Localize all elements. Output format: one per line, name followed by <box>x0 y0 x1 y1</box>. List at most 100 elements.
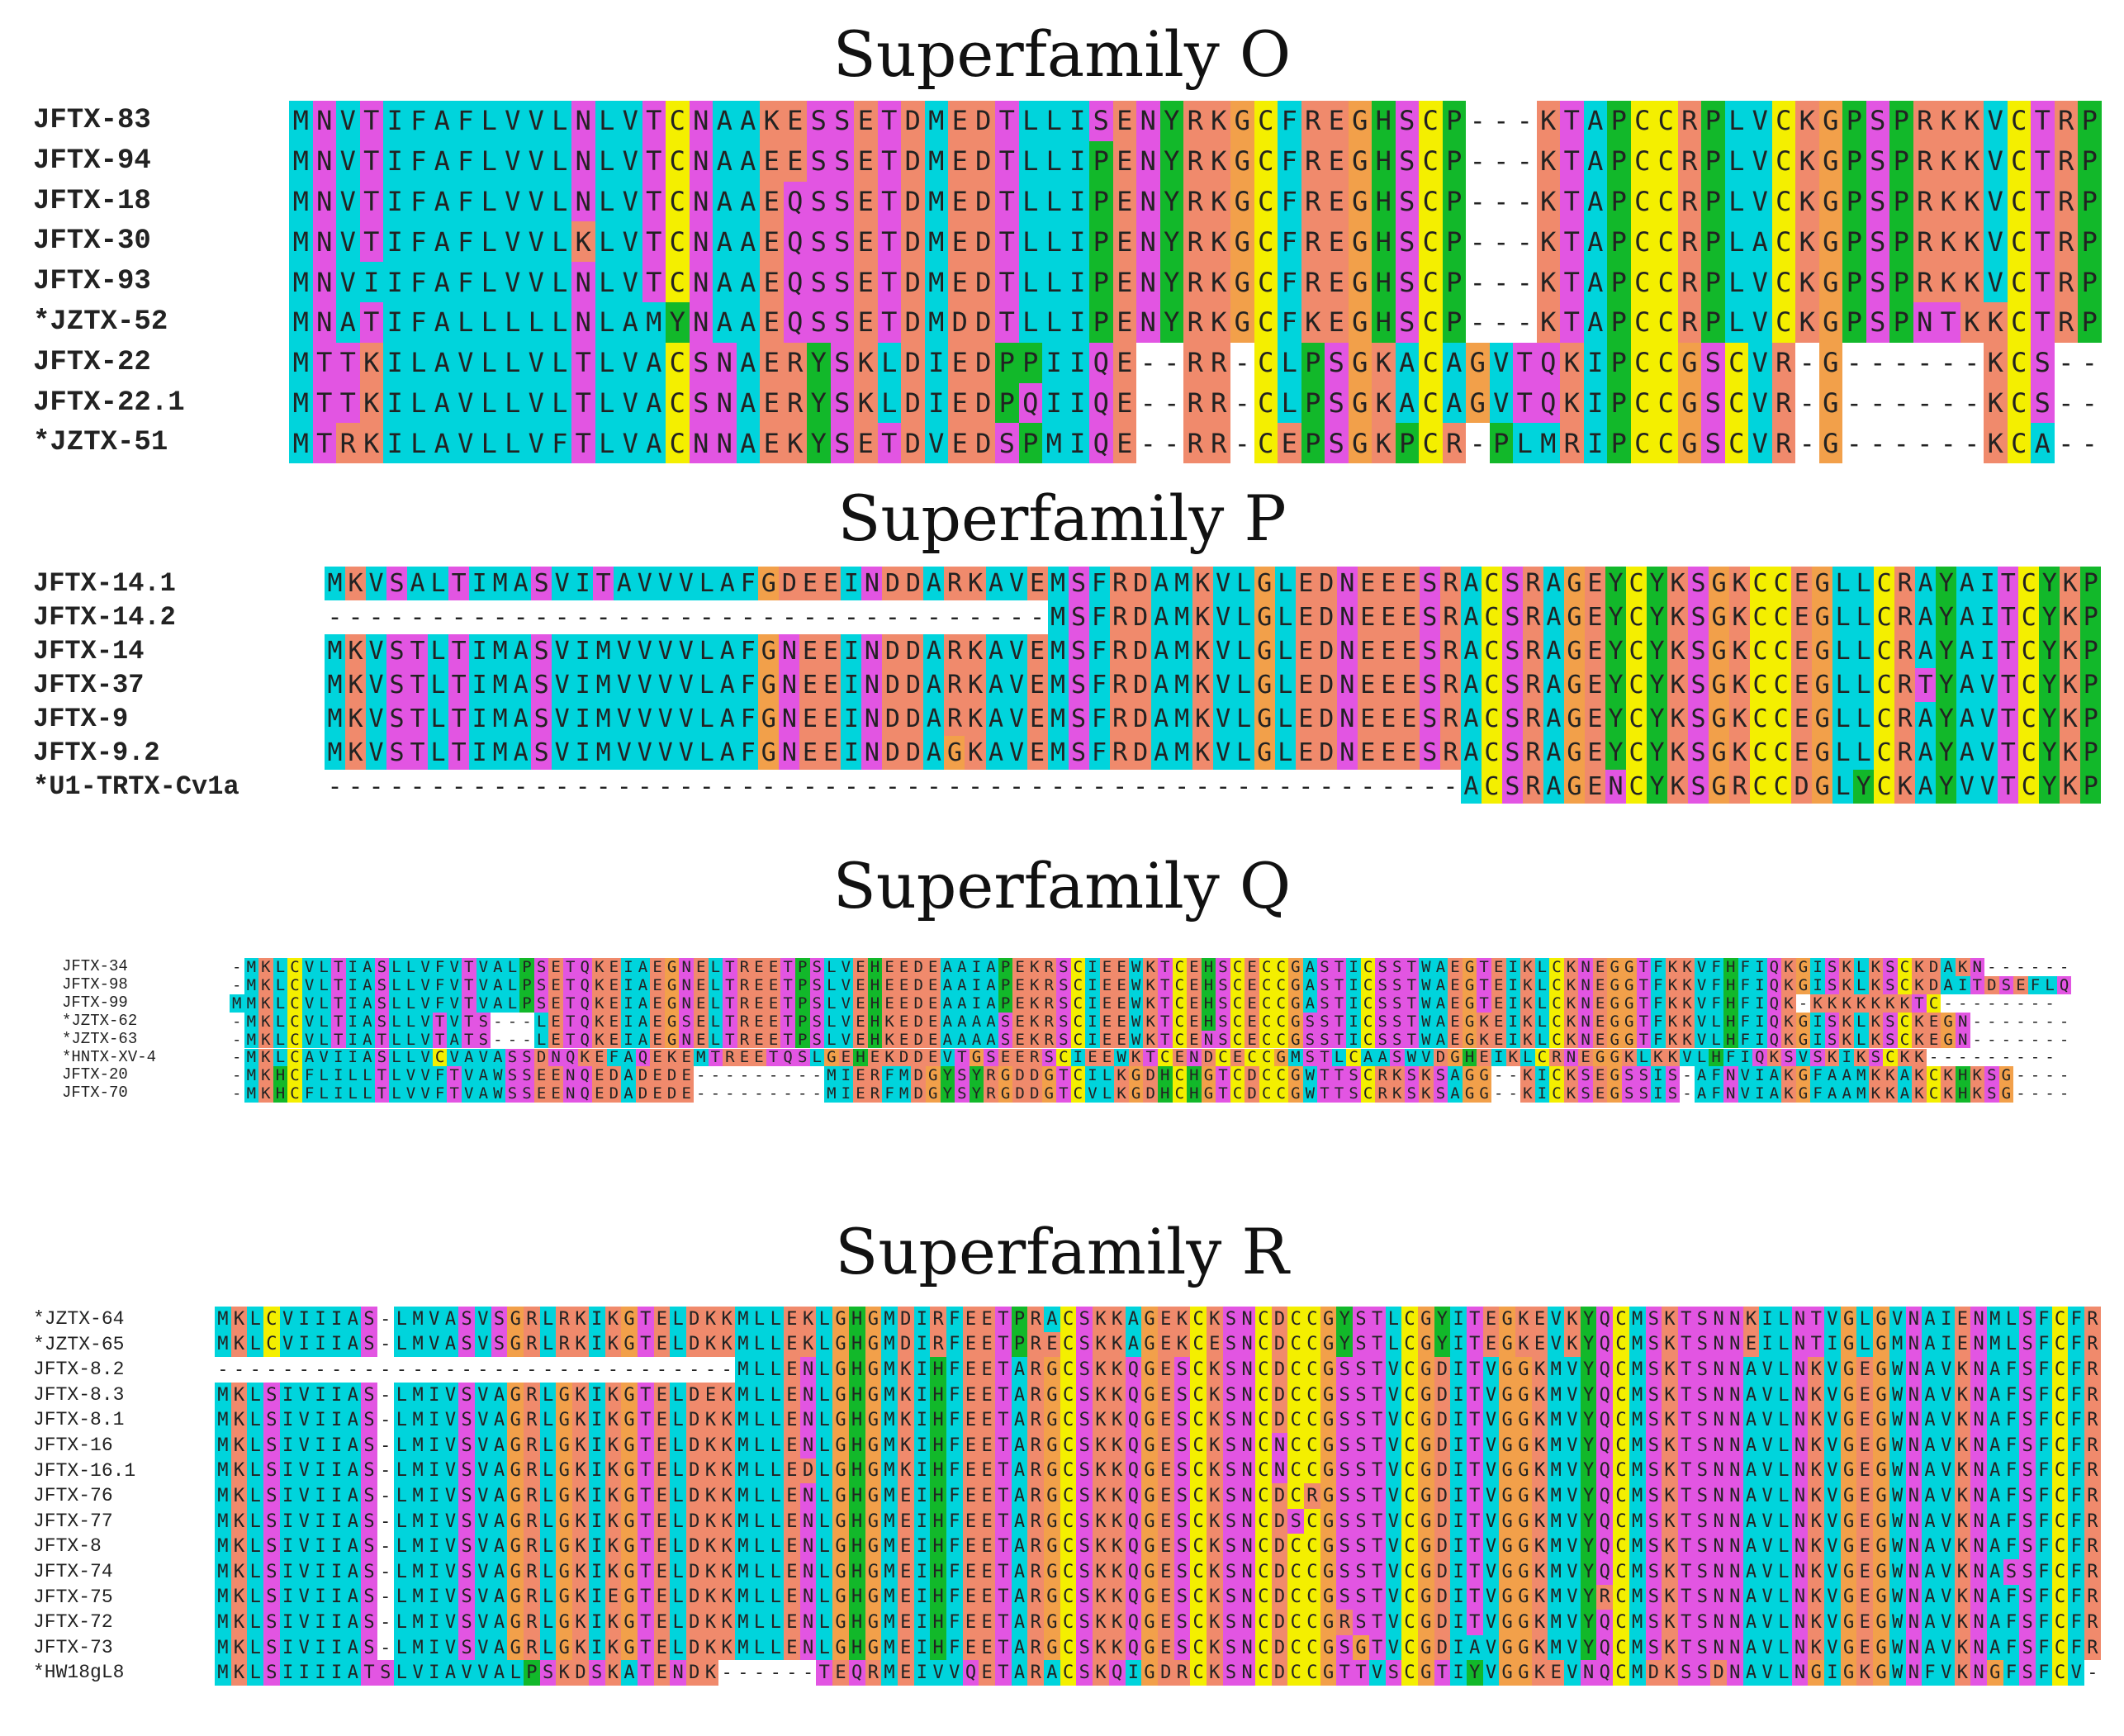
residue-cell: G <box>1417 1407 1434 1433</box>
residue-cell: G <box>1818 101 1842 141</box>
gap-cell: - <box>1419 770 1440 804</box>
gap-cell: - <box>2042 958 2057 976</box>
residue-cell: S <box>1068 600 1089 634</box>
residue-cell: E <box>592 1066 607 1085</box>
residue-cell: T <box>1331 1084 1347 1103</box>
residue-cell: C <box>1060 1331 1077 1358</box>
residue-cell: K <box>1970 1084 1985 1103</box>
residue-cell: L <box>595 342 619 383</box>
residue-cell: S <box>1076 1407 1093 1433</box>
residue-cell: F <box>1651 1012 1666 1031</box>
gap-cell: - <box>1960 423 1984 464</box>
residue-cell: L <box>696 634 718 668</box>
residue-cell: C <box>2051 1483 2069 1509</box>
residue-cell: C <box>1190 1407 1207 1433</box>
residue-cell: S <box>1419 600 1440 634</box>
residue-cell: I <box>1070 1048 1086 1067</box>
residue-cell: K <box>1954 1660 1971 1686</box>
residue-cell: K <box>572 1584 589 1610</box>
residue-cell: T <box>995 1382 1012 1408</box>
residue-cell: I <box>312 1433 329 1459</box>
residue-cell: R <box>737 975 752 994</box>
gap-cell: - <box>737 1066 752 1085</box>
residue-cell: G <box>621 1610 638 1635</box>
residue-cell: T <box>1368 1433 1386 1459</box>
residue-cell: V <box>619 181 642 222</box>
residue-cell: S <box>1694 1382 1711 1408</box>
residue-cell: T <box>1466 1357 1483 1383</box>
residue-cell: S <box>1645 1634 1662 1661</box>
residue-cell: V <box>552 567 573 600</box>
residue-cell: K <box>1563 1084 1579 1103</box>
residue-cell: N <box>1791 1483 1809 1509</box>
residue-cell: L <box>595 140 619 182</box>
residue-cell: Q <box>577 1066 593 1085</box>
residue-cell: V <box>1748 302 1772 343</box>
residue-cell: D <box>1434 1433 1451 1459</box>
residue-cell: V <box>1937 1382 1955 1408</box>
residue-cell: E <box>1325 262 1349 302</box>
gap-cell: - <box>2027 1066 2043 1085</box>
residue-cell: G <box>1417 1331 1434 1358</box>
residue-cell: I <box>1450 1584 1467 1610</box>
residue-cell: R <box>524 1559 540 1585</box>
residue-cell: G <box>1818 181 1842 222</box>
residue-cell: A <box>713 101 737 141</box>
residue-cell: S <box>458 1433 475 1459</box>
residue-cell: V <box>475 1433 491 1459</box>
residue-cell: S <box>1222 1559 1240 1585</box>
residue-cell: G <box>1840 1660 1857 1686</box>
residue-cell: K <box>1960 140 1984 182</box>
gap-cell: - <box>1513 262 1537 302</box>
residue-cell: K <box>1766 1048 1782 1067</box>
residue-cell: D <box>1130 567 1151 600</box>
gap-cell: - <box>780 1066 795 1085</box>
residue-cell: L <box>1331 1048 1347 1067</box>
residue-cell: L <box>1534 958 1550 976</box>
residue-cell: K <box>1192 702 1213 736</box>
residue-cell: R <box>2054 302 2078 343</box>
residue-cell: L <box>403 1012 419 1031</box>
residue-cell: G <box>758 668 780 702</box>
residue-cell: R <box>1041 994 1057 1013</box>
residue-cell: N <box>861 736 883 770</box>
residue-cell: S <box>1645 1307 1662 1332</box>
residue-cell: C <box>1724 342 1748 383</box>
residue-cell: E <box>1954 1331 1971 1358</box>
residue-cell: V <box>1759 1357 1776 1383</box>
residue-cell: N <box>312 140 336 182</box>
residue-cell: L <box>1385 1331 1402 1358</box>
residue-cell: V <box>1738 1066 1753 1085</box>
residue-cell: V <box>279 1331 296 1358</box>
residue-cell: S <box>458 1584 475 1610</box>
residue-cell: G <box>1515 1382 1532 1408</box>
residue-cell: V <box>619 140 642 182</box>
residue-cell: T <box>1560 181 1584 222</box>
residue-cell: C <box>1401 1382 1418 1408</box>
residue-cell: K <box>359 382 383 424</box>
residue-cell: K <box>1520 1066 1535 1085</box>
residue-cell: A <box>430 342 454 383</box>
residue-cell: K <box>1667 702 1689 736</box>
residue-cell: E <box>1584 634 1605 668</box>
residue-cell: G <box>1515 1610 1532 1635</box>
residue-cell: C <box>1360 975 1376 994</box>
residue-cell: G <box>1462 1084 1477 1103</box>
residue-cell: S <box>1336 1508 1354 1534</box>
residue-cell: K <box>1108 1407 1126 1433</box>
residue-cell: K <box>1680 1012 1695 1031</box>
residue-cell: V <box>634 634 656 668</box>
gap-cell: - <box>702 1357 719 1383</box>
residue-cell: A <box>736 342 760 383</box>
residue-cell: N <box>1905 1433 1923 1459</box>
residue-cell: C <box>1613 1458 1629 1484</box>
sequence-label: *HNTX-XV-4 <box>62 1047 157 1066</box>
residue-cell: G <box>621 1433 638 1459</box>
residue-cell: T <box>637 1534 654 1559</box>
residue-cell: K <box>1824 1048 1840 1067</box>
residue-cell: E <box>751 975 766 994</box>
residue-cell: E <box>1592 1084 1608 1103</box>
residue-cell: T <box>1677 1634 1695 1661</box>
gap-cell: - <box>377 1407 394 1433</box>
residue-cell: R <box>1439 668 1461 702</box>
